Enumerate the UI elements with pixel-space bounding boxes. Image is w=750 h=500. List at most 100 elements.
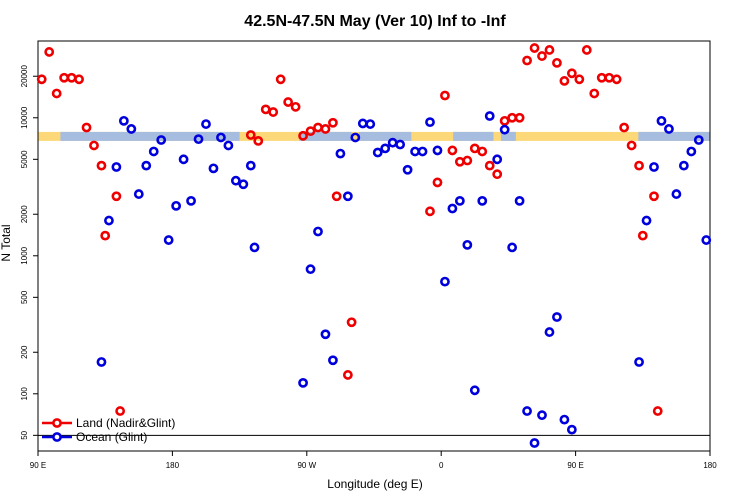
ocean-point [686,146,697,157]
land-point [268,107,279,117]
land-point [589,88,600,99]
land-point [59,72,70,83]
y-tick-label: 50 [20,430,29,439]
ocean-point [133,189,144,199]
y-tick-label: 20000 [20,65,29,88]
axes: 90 E 180 90 W 0 90 E 180 50 100 200 500 1000 2000 50… [20,40,717,470]
land-point [331,191,342,202]
ocean-point [178,154,189,165]
land-point [566,68,577,79]
y-tick-label: 100 [20,387,29,401]
land-point [89,140,99,151]
x-tick-label: 0 [439,461,444,470]
legend-label-land: Land (Nadir&Glint) [76,416,175,430]
land-point [559,76,570,86]
ocean-point [432,145,443,156]
land-point [115,406,126,416]
ocean-point [507,242,518,253]
ocean-point [357,118,368,129]
ocean-point [664,124,674,134]
ocean-point [141,160,152,171]
land-point [462,155,473,166]
land-point [619,122,630,133]
land-point [283,97,294,107]
land-point [492,169,503,180]
land-point [477,146,488,157]
legend-label-ocean: Ocean (Glint) [76,430,147,444]
land-point [260,104,271,115]
ocean-point [249,242,260,253]
ocean-point [417,146,428,157]
land-point [529,43,540,53]
land-point [454,156,465,167]
ocean-point [462,239,473,250]
ocean-point [641,215,652,226]
ocean-point [499,124,510,135]
ocean-point [163,235,174,245]
ocean-point [387,137,398,148]
plot-frame [37,40,711,452]
legend-marker-land [52,418,62,428]
ocean-point [171,200,182,211]
land-point [425,206,435,217]
ocean-point [313,226,323,237]
land-point [36,74,47,85]
land-point [320,124,331,134]
ocean-point [454,195,465,206]
data-points [36,43,712,448]
land-point [626,140,637,151]
x-axis-label: Longitude (deg E) [327,477,422,491]
land-point [596,72,607,83]
ocean-point [238,179,249,190]
land-point [342,370,353,380]
ocean-point [671,189,682,199]
land-point [574,74,585,85]
land-point [100,230,111,241]
ocean-point [230,175,241,186]
ocean-point [104,215,114,226]
land-point [290,101,301,112]
ocean-point [634,357,644,367]
land-point [253,135,264,146]
ocean-point [96,357,107,367]
land-point [447,145,458,156]
ocean-point [365,119,376,129]
land-point [328,117,338,128]
ocean-point [477,195,488,206]
land-point [432,177,443,188]
ocean-point [402,164,413,175]
ocean-point [656,115,667,126]
ocean-point [678,160,689,171]
x-tick-label: 90 E [567,461,583,470]
band-ocean [638,131,710,141]
land-point [346,317,357,328]
band-ocean [299,131,352,141]
band-ocean [359,131,412,141]
ocean-point [566,424,577,435]
ocean-point [223,140,234,151]
ocean-point [328,355,338,366]
land-point [544,45,555,55]
land-point [298,130,308,141]
land-point [81,122,92,133]
land-point [111,191,122,202]
ocean-point [335,148,346,159]
ocean-point [425,117,435,128]
x-tick-label: 90 W [297,461,316,470]
land-point [507,112,518,123]
ocean-point [484,111,495,121]
ocean-point [701,235,712,245]
y-tick-label: 2000 [20,205,29,223]
ocean-point [447,203,458,214]
ocean-point [522,406,532,416]
ocean-point [298,377,308,388]
land-point [245,130,256,140]
land-point [74,74,84,85]
x-tick-label: 90 E [30,461,46,470]
ocean-point [380,143,391,154]
ocean-point [350,132,361,143]
ocean-point [529,438,540,448]
y-tick-label: 5000 [20,150,29,168]
chart-title: 42.5N-47.5N May (Ver 10) Inf to -Inf [244,13,506,30]
ocean-point [372,147,383,158]
